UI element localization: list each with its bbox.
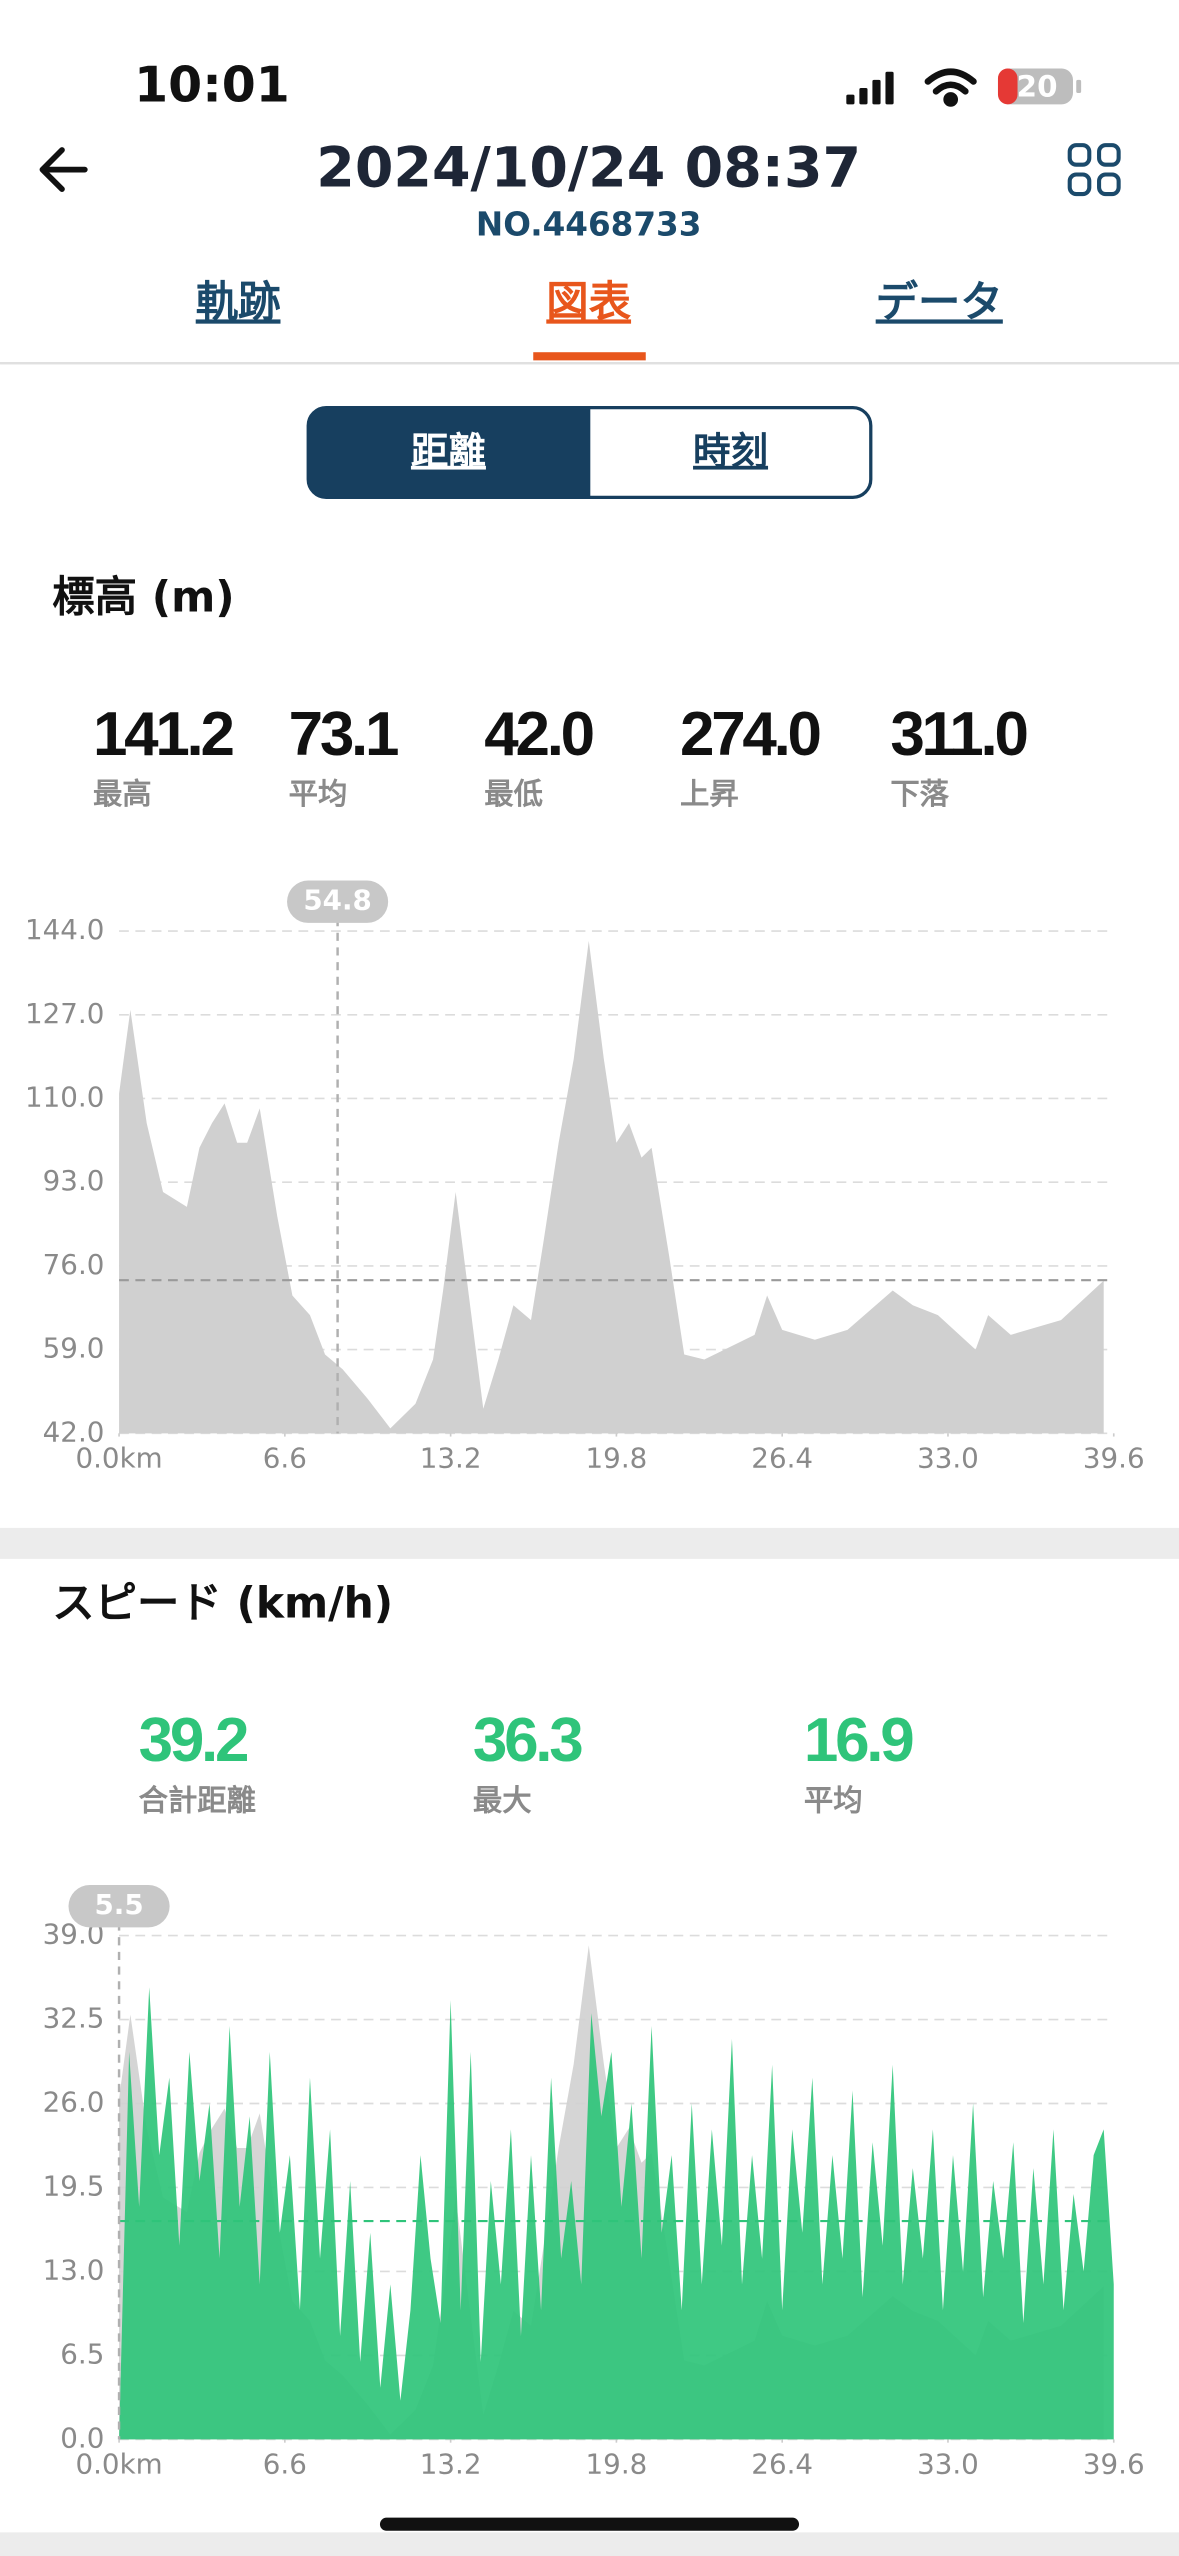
menu-button[interactable] [1067,143,1121,197]
wifi-icon [924,68,977,107]
battery-level [997,68,1018,105]
stat-value: 16.9 [804,1706,913,1775]
divider [0,361,1179,365]
x-tick-label: 26.4 [751,2448,813,2481]
stat-value: 311.0 [890,700,1026,769]
stat-label: 平均 [289,777,348,811]
x-tick-label: 13.2 [420,2448,482,2481]
x-tick-label: 13.2 [420,1441,482,1474]
stat-label: 合計距離 [139,1783,256,1817]
toggle-option[interactable]: 距離 [411,429,486,473]
section-separator [0,2532,1179,2556]
x-tick-label: 39.6 [1083,1441,1145,1474]
x-tick-label: 33.0 [917,2448,979,2481]
y-tick-label: 110.0 [25,1080,104,1113]
x-tick-label: 19.8 [586,2448,648,2481]
stat-label: 最大 [473,1783,532,1817]
y-tick-label: 13.0 [43,2253,105,2286]
back-button[interactable] [39,147,88,193]
cursor-badge [287,880,389,923]
y-tick-label: 32.5 [43,2002,105,2035]
status-time: 10:01 [134,57,290,114]
stat-value: 73.1 [289,700,398,769]
battery-text: 20 [1017,70,1058,104]
stat-value: 141.2 [93,700,233,769]
x-tick-label: 0.0km [75,1441,162,1474]
y-tick-label: 6.5 [60,2337,104,2370]
x-tick-label: 6.6 [263,2448,307,2481]
header-title: 2024/10/24 08:37 [316,136,861,200]
area [119,1987,1114,2440]
y-tick-label: 127.0 [25,997,104,1030]
stat-value: 39.2 [139,1706,247,1775]
stat-label: 下落 [890,777,949,811]
header-subtitle: NO.4468733 [476,206,702,244]
cursor-value: 54.8 [303,884,371,917]
x-tick-label: 39.6 [1083,2448,1145,2481]
stat-value: 274.0 [680,700,820,769]
x-tick-label: 26.4 [751,1441,813,1474]
cursor-value: 5.5 [95,1888,144,1921]
stat-label: 最低 [484,777,543,811]
section-separator [0,1527,1179,1559]
x-tick-label: 19.8 [586,1441,648,1474]
stat-label: 最高 [93,777,152,811]
stat-value: 36.3 [473,1706,582,1775]
tab-active[interactable]: 図表 [546,277,631,326]
y-tick-label: 93.0 [43,1164,105,1197]
x-tick-label: 0.0km [75,2448,162,2481]
y-tick-label: 42.0 [43,1415,105,1448]
toggle-option[interactable]: 時刻 [693,429,768,473]
y-tick-label: 59.0 [43,1332,105,1365]
toggle-active [308,407,591,498]
stat-label: 平均 [804,1783,863,1817]
section-title: スピード (km/h) [52,1579,393,1628]
section-title: 標高 (m) [52,573,234,622]
stat-label: 上昇 [680,777,739,811]
x-tick-label: 33.0 [917,1441,979,1474]
battery-tip [1076,79,1082,93]
tab[interactable]: データ [876,277,1003,326]
tab-indicator [533,352,646,361]
y-tick-label: 19.5 [43,2169,105,2202]
cursor-badge [68,1884,170,1928]
tab[interactable]: 軌跡 [196,277,281,326]
stat-value: 42.0 [484,700,592,769]
y-tick-label: 26.0 [43,2086,105,2119]
y-tick-label: 76.0 [43,1248,105,1281]
signal-icon [846,71,894,105]
y-tick-label: 0.0 [60,2421,104,2454]
area [119,940,1104,1434]
x-tick-label: 6.6 [263,1441,307,1474]
y-tick-label: 144.0 [25,913,104,946]
home-indicator [379,2517,800,2531]
